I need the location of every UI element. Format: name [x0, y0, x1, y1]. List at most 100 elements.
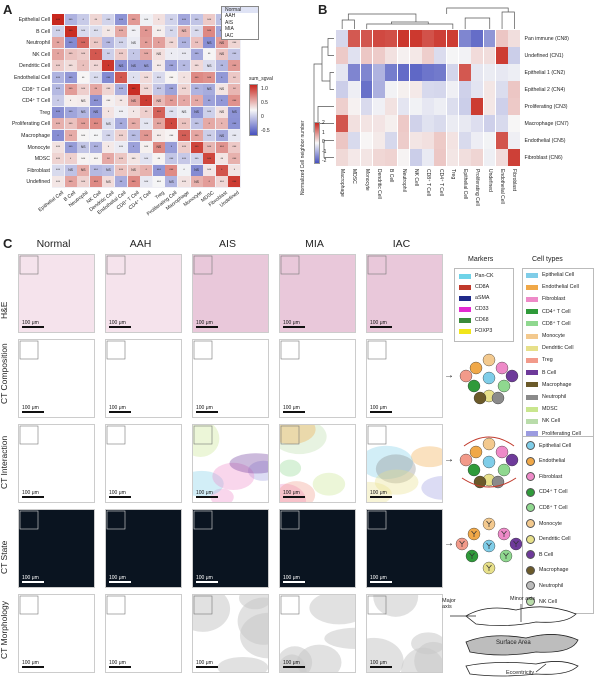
heatmap-cell: ***	[190, 72, 203, 83]
scale-label: 100 μm	[283, 490, 300, 496]
row-label: Dendritic Cell	[19, 63, 50, 70]
heatmap-cell: NS	[77, 95, 90, 107]
marker-label: aSMA	[475, 295, 490, 301]
tissue-texture	[280, 340, 300, 360]
tissue-texture	[106, 595, 126, 615]
image-tile: 100 μm	[366, 509, 443, 588]
clustermap-cell	[372, 64, 385, 81]
image-tile: 100 μm	[18, 339, 95, 418]
col-label: Epithelial Cell	[462, 169, 469, 200]
heatmap-cell: ***	[115, 106, 127, 118]
clustermap-cell	[471, 30, 484, 47]
heatmap-cell: ***	[178, 37, 190, 49]
heatmap-cell: **	[140, 37, 153, 49]
icon-legend-item: Dendritic Cell	[526, 534, 571, 544]
clustermap-cell	[385, 47, 397, 64]
panel-a-heatmap: Epithelial Cell *** *** * ** *** *** *** *** * ** *…	[0, 0, 300, 235]
cell-icon	[526, 487, 535, 497]
heatmap-cell: ***	[178, 141, 190, 153]
heatmap-cell: ***	[165, 83, 178, 95]
clustermap-cell	[495, 149, 508, 166]
heatmap-cell: ***	[140, 153, 153, 165]
scale-bar	[109, 496, 131, 498]
heatmap-cell: **	[203, 95, 216, 107]
heatmap-cell: **	[140, 106, 153, 118]
heatmap-cell: **	[115, 118, 127, 130]
clustermap-cell	[483, 81, 496, 98]
row-label: NK Cell	[32, 51, 50, 58]
clustermap-cell	[336, 30, 348, 47]
markers-title: Markers	[468, 256, 494, 263]
clustermap-cell	[409, 149, 422, 166]
dendrogram	[313, 7, 515, 158]
heatmap-cell: ***	[102, 72, 115, 83]
heatmap-cell: ***	[102, 95, 115, 107]
stage-legend-item: AIS	[222, 19, 258, 27]
heatmap-cell: ***	[140, 141, 153, 153]
heatmap-cell: ***	[64, 83, 77, 95]
clustermap-cell	[360, 64, 373, 81]
scale-label: 100 μm	[196, 320, 213, 326]
heatmap-cell: ***	[77, 153, 90, 165]
image-tile: 100 μm	[18, 424, 95, 503]
stage-legend-item: MIA	[222, 26, 258, 33]
clustermap-cell	[348, 115, 361, 132]
heatmap-cell: NS	[127, 164, 140, 176]
scale-bar	[283, 411, 305, 413]
stage-header: MIA	[305, 238, 324, 250]
scale-label: 100 μm	[370, 490, 387, 496]
clustermap-cell	[434, 149, 447, 166]
heatmap-cell: NS	[190, 106, 203, 118]
heatmap-cell: ***	[64, 48, 77, 60]
heatmap-cell: **	[102, 25, 115, 37]
image-tile: 100 μm	[279, 339, 356, 418]
heatmap-cell: ***	[203, 106, 216, 118]
clustermap-cell	[409, 132, 422, 149]
heatmap-cell: ***	[203, 130, 216, 141]
heatmap-cell: ***	[64, 72, 77, 83]
scale-bar	[283, 326, 305, 328]
cell-icon	[526, 534, 535, 544]
heatmap-cell: ***	[228, 176, 241, 188]
scale-label: 100 μm	[22, 575, 39, 581]
heatmap-cell: ***	[228, 95, 241, 107]
heatmap-cell: NS	[203, 60, 216, 72]
cell-type-swatch	[526, 309, 538, 315]
clustermap-cell	[360, 81, 373, 98]
col-label: NK Cell	[412, 169, 419, 186]
clustermap-cell	[397, 132, 410, 149]
heatmap-cell: ***	[52, 72, 64, 83]
heatmap-cell: ***	[178, 14, 190, 25]
icon-legend-label: Fibroblast	[539, 473, 563, 480]
marker-item: aSMA	[459, 295, 489, 301]
heatmap-cell: NS	[77, 106, 90, 118]
heatmap-cell: *	[64, 153, 77, 165]
row-header: H&E	[0, 301, 9, 319]
cell-icon	[526, 565, 535, 575]
icon-legend-label: Epithelial Cell	[539, 442, 572, 449]
clustermap-cell	[459, 149, 471, 166]
clustermap-cell	[446, 132, 459, 149]
icon-legend-item: Neutrophil	[526, 581, 563, 591]
panel-a-letter: A	[3, 2, 13, 17]
row-label: Endothelial (CN5)	[524, 138, 566, 144]
tissue-texture	[19, 595, 39, 615]
heatmap-cell: ***	[228, 130, 241, 141]
heatmap-cell: ***	[115, 25, 127, 37]
image-tile: 100 μm	[105, 424, 182, 503]
row-label: Proliferating (CN3)	[524, 104, 568, 110]
heatmap-cell: NS	[77, 164, 90, 176]
heatmap-cell: **	[115, 176, 127, 188]
scale-label: 100 μm	[196, 490, 213, 496]
cell-types-title: Cell types	[532, 256, 563, 263]
heatmap-cell: ***	[165, 130, 178, 141]
clustermap-cell	[471, 81, 484, 98]
heatmap-cell: ***	[178, 48, 190, 60]
heatmap-cell: **	[102, 48, 115, 60]
icon-legend-item: Epithelial Cell	[526, 441, 571, 450]
colorbar-tick: -0.5	[261, 128, 270, 134]
heatmap-cell: ***	[77, 83, 90, 95]
scale-label: 100 μm	[370, 320, 387, 326]
heatmap-cell: *	[140, 95, 153, 107]
tissue-texture	[106, 425, 126, 445]
